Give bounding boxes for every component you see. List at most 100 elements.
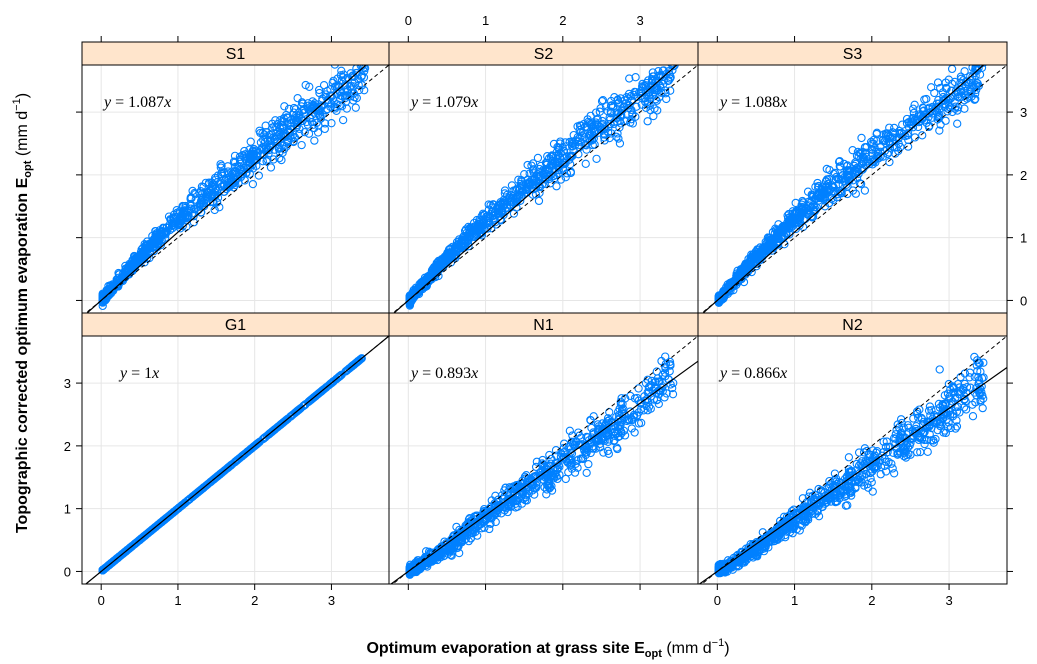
data-point: [493, 203, 503, 213]
data-point: [297, 140, 306, 150]
data-point: [303, 99, 313, 108]
data-point: [130, 252, 139, 261]
data-point: [530, 490, 539, 499]
data-point: [336, 371, 346, 380]
data-point: [113, 554, 122, 563]
data-point: [852, 173, 862, 183]
grid-n2: [698, 336, 1007, 584]
data-point: [868, 160, 877, 169]
data-point: [652, 388, 661, 397]
data-point: [553, 464, 562, 473]
data-point: [231, 158, 240, 167]
data-point: [856, 459, 865, 468]
grid-g1: [82, 336, 389, 584]
data-point: [514, 493, 523, 502]
data-point: [645, 382, 654, 392]
data-point: [957, 92, 966, 102]
data-point: [975, 70, 985, 79]
data-point: [599, 130, 609, 139]
data-point: [246, 137, 255, 146]
data-point: [460, 527, 469, 537]
data-point: [150, 239, 159, 249]
data-point: [147, 525, 157, 534]
data-point: [634, 419, 644, 428]
data-point: [327, 378, 336, 388]
data-point: [758, 245, 767, 254]
data-point: [634, 384, 643, 393]
data-point: [668, 383, 677, 393]
data-point: [573, 122, 582, 131]
data-point: [454, 237, 464, 246]
data-point: [885, 143, 895, 152]
data-point: [145, 242, 154, 251]
data-point: [195, 486, 204, 495]
data-point: [972, 85, 981, 95]
data-point: [230, 151, 240, 160]
data-point: [354, 356, 363, 366]
data-point: [888, 464, 897, 473]
data-point: [228, 173, 238, 183]
data-point: [249, 442, 259, 451]
data-point: [567, 464, 577, 473]
data-point: [856, 179, 866, 189]
data-point: [758, 249, 767, 259]
data-point: [360, 65, 370, 73]
data-point: [604, 128, 613, 137]
data-point: [860, 186, 870, 195]
data-point: [506, 484, 515, 493]
data-point: [174, 504, 183, 513]
data-point: [457, 538, 467, 547]
data-point: [941, 83, 951, 93]
data-point: [754, 250, 764, 259]
data-point: [275, 123, 285, 133]
data-point: [660, 393, 669, 402]
data-point: [574, 428, 583, 437]
data-point: [612, 443, 621, 452]
data-point: [320, 124, 329, 134]
data-point: [543, 152, 552, 161]
data-point: [149, 234, 159, 244]
data-point: [624, 416, 634, 425]
data-point: [933, 107, 942, 117]
data-point: [314, 85, 324, 95]
reference-line-1to1: [392, 65, 698, 313]
data-point: [552, 472, 561, 481]
data-point: [951, 424, 960, 433]
data-point: [145, 248, 155, 257]
data-point: [581, 159, 590, 168]
data-point: [220, 466, 229, 475]
data-point: [303, 104, 313, 113]
data-point: [746, 257, 755, 266]
data-point: [591, 108, 601, 117]
strip-label-s2: S2: [534, 46, 554, 63]
data-point: [804, 197, 813, 206]
data-point: [351, 359, 360, 368]
data-point: [748, 259, 757, 269]
data-point: [533, 153, 543, 163]
data-point: [876, 147, 885, 156]
data-point: [464, 229, 474, 238]
data-point: [582, 448, 591, 457]
data-point: [614, 134, 623, 143]
data-point: [100, 564, 109, 573]
data-point: [836, 162, 845, 171]
strip-label-n2: N2: [842, 317, 863, 334]
data-point: [445, 248, 454, 257]
data-point: [952, 422, 962, 431]
data-point: [433, 265, 442, 275]
panel-s2: S2y = 1.079x: [388, 41, 699, 314]
data-point: [532, 457, 542, 466]
data-point: [614, 98, 624, 107]
data-point: [509, 209, 519, 218]
strip-label-s3: S3: [843, 46, 863, 63]
data-point: [568, 141, 577, 151]
data-point: [346, 81, 355, 91]
data-point: [292, 116, 301, 125]
data-point: [971, 94, 980, 104]
data-point: [980, 65, 987, 67]
data-point: [518, 186, 528, 196]
data-point: [662, 69, 671, 78]
data-point: [566, 151, 575, 161]
data-point: [490, 499, 499, 508]
